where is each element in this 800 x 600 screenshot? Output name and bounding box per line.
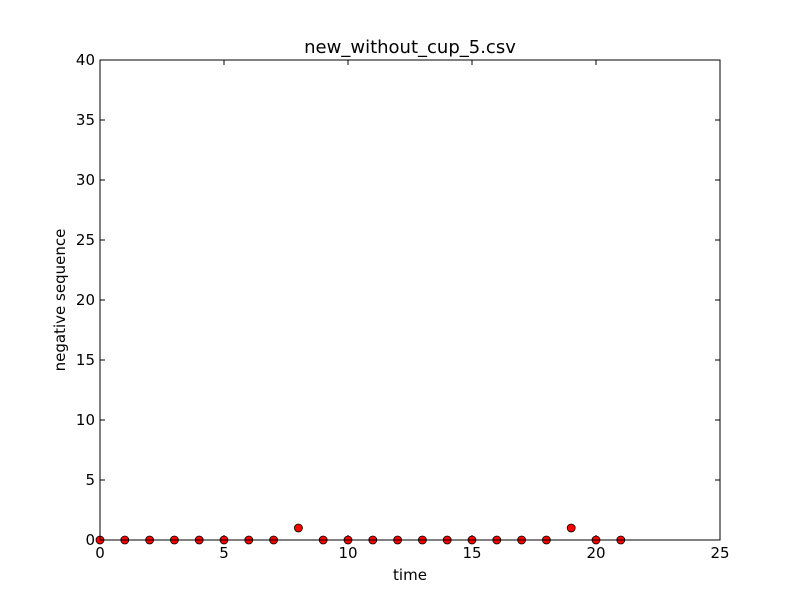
- y-tick-label: 20: [76, 291, 95, 309]
- y-tick-label: 30: [76, 171, 95, 189]
- data-point: [293, 523, 303, 533]
- x-tick-label: 15: [462, 544, 481, 562]
- y-tick-label: 5: [85, 471, 95, 489]
- x-tick-label: 10: [338, 544, 357, 562]
- y-tick-label: 0: [85, 531, 95, 549]
- data-points: [95, 523, 626, 545]
- y-tick-label: 35: [76, 111, 95, 129]
- x-tick-label: 25: [710, 544, 729, 562]
- data-point: [566, 523, 576, 533]
- y-tick-label: 10: [76, 411, 95, 429]
- y-tick-label: 25: [76, 231, 95, 249]
- x-tick-label: 0: [95, 544, 105, 562]
- y-tick-label: 15: [76, 351, 95, 369]
- y-tick-label: 40: [76, 51, 95, 69]
- chart-title: new_without_cup_5.csv: [304, 37, 516, 58]
- y-axis-label: negative sequence: [51, 229, 69, 372]
- axis-ticks: 0 5 10 15 20 25 0 5 10 15 20 25 30 35 40: [76, 51, 730, 562]
- x-tick-label: 5: [219, 544, 229, 562]
- x-axis-label: time: [393, 566, 427, 584]
- plot-frame: [99, 59, 721, 541]
- x-tick-label: 20: [586, 544, 605, 562]
